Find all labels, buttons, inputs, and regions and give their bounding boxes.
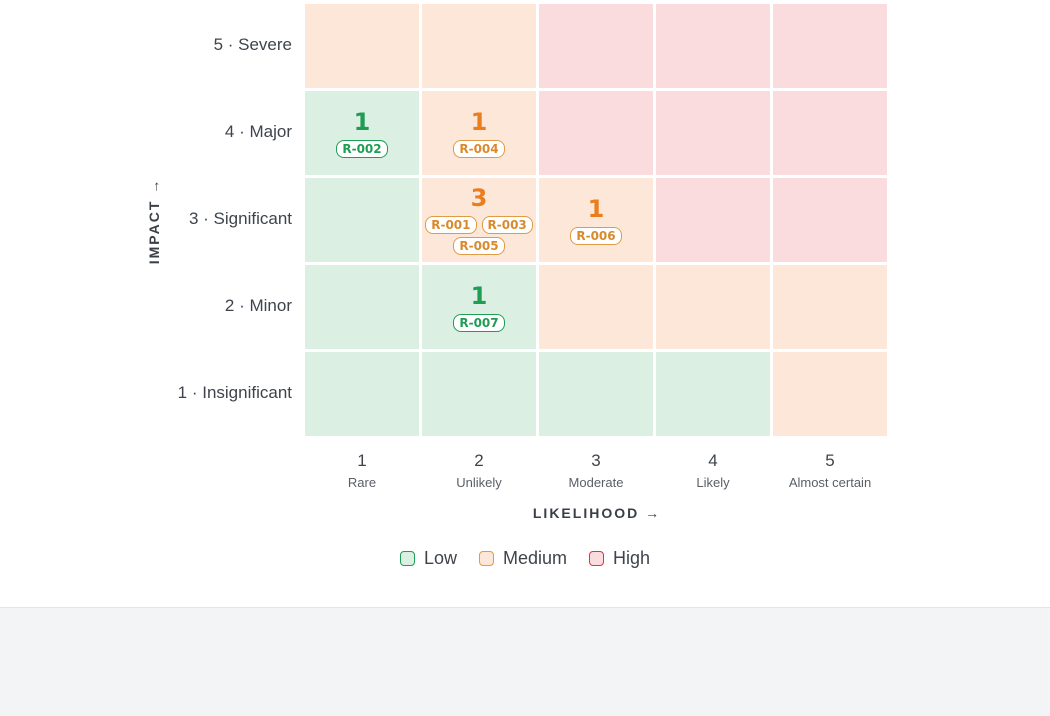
likelihood-value: 4 [708,451,718,470]
matrix-cell-impact-1-likelihood-3[interactable] [539,352,653,436]
risk-chip-list: R-001 R-003 R-005 [425,216,533,255]
matrix-cell-impact-3-likelihood-5[interactable] [773,178,887,262]
impact-label-2: 2 · Minor [224,296,292,315]
matrix-cell-impact-1-likelihood-2[interactable] [422,352,536,436]
likelihood-label-2: 2 Unlikely [421,451,537,492]
legend-swatch-low [399,551,415,566]
matrix-cell-impact-3-likelihood-2[interactable]: 3 R-001 R-003 R-005 [422,178,536,262]
risk-chip-list: R-006 [570,226,622,245]
likelihood-value: 5 [825,451,835,470]
cell-risk-group: 1 R-006 [539,178,653,262]
likelihood-axis-title: LIKELIHOOD → [532,505,662,521]
risk-chip-r-006[interactable]: R-006 [570,226,622,245]
matrix-cell-impact-5-likelihood-3[interactable] [539,4,653,88]
matrix-cell-impact-5-likelihood-2[interactable] [422,4,536,88]
likelihood-name: Likely [696,475,730,490]
matrix-cell-impact-1-likelihood-1[interactable] [305,352,419,436]
matrix-cell-impact-3-likelihood-4[interactable] [656,178,770,262]
legend-item-low: Low [399,548,457,569]
legend-swatch-medium [478,551,494,566]
risk-chip-list: R-002 [336,139,388,158]
legend-label-low: Low [423,548,457,568]
risk-chip-r-004[interactable]: R-004 [453,139,505,158]
matrix-cell-impact-4-likelihood-4[interactable] [656,91,770,175]
matrix-cell-impact-2-likelihood-1[interactable] [305,265,419,349]
likelihood-name: Unlikely [456,475,502,490]
matrix-cell-impact-4-likelihood-3[interactable] [539,91,653,175]
risk-count: 3 [470,184,488,212]
risk-matrix-card: 1 R-002 1 R-004 3 R-001 R-003 R-005 1 R-006 1 R-007… [0,4,1050,569]
matrix-cell-impact-3-likelihood-3[interactable]: 1 R-006 [539,178,653,262]
matrix-cell-impact-2-likelihood-2[interactable]: 1 R-007 [422,265,536,349]
likelihood-value: 1 [357,451,367,470]
risk-chip-list: R-004 [453,139,505,158]
likelihood-label-1: 1 Rare [304,451,420,492]
cell-risk-group: 1 R-004 [422,91,536,175]
likelihood-value: 3 [591,451,601,470]
impact-label-3: 3 · Significant [189,209,292,228]
legend-label-medium: Medium [502,548,568,568]
risk-chip-r-003[interactable]: R-003 [481,216,533,234]
likelihood-name: Rare [347,475,377,490]
likelihood-label-3: 3 Moderate [538,451,654,492]
likelihood-name: Almost certain [788,475,872,490]
risk-chip-list: R-007 [453,313,505,332]
matrix-cell-impact-5-likelihood-4[interactable] [656,4,770,88]
likelihood-label-5: 5 Almost certain [772,451,888,492]
cell-risk-group: 3 R-001 R-003 R-005 [422,178,536,262]
impact-axis-title: IMPACT → [146,177,162,265]
likelihood-name: Moderate [568,475,624,490]
legend-item-medium: Medium [478,548,568,569]
impact-label-1: 1 · Insignificant [177,383,292,402]
risk-count: 1 [470,107,488,136]
matrix-cell-impact-2-likelihood-3[interactable] [539,265,653,349]
risk-matrix-grid: 1 R-002 1 R-004 3 R-001 R-003 R-005 1 R-006 1 R-007 [305,4,889,438]
matrix-cell-impact-4-likelihood-1[interactable]: 1 R-002 [305,91,419,175]
cell-risk-group: 1 R-007 [422,265,536,349]
matrix-cell-impact-2-likelihood-5[interactable] [773,265,887,349]
matrix-cell-impact-5-likelihood-5[interactable] [773,4,887,88]
matrix-cell-impact-1-likelihood-4[interactable] [656,352,770,436]
matrix-cell-impact-5-likelihood-1[interactable] [305,4,419,88]
risk-count: 1 [353,107,371,136]
matrix-cell-impact-4-likelihood-2[interactable]: 1 R-004 [422,91,536,175]
risk-chip-r-005[interactable]: R-005 [453,237,505,255]
matrix-cell-impact-2-likelihood-4[interactable] [656,265,770,349]
matrix-cell-impact-1-likelihood-5[interactable] [773,352,887,436]
impact-label-5: 5 · Severe [213,35,292,54]
legend: Low Medium High [0,548,1050,569]
cell-risk-group: 1 R-002 [305,91,419,175]
matrix-cell-impact-4-likelihood-5[interactable] [773,91,887,175]
impact-label-4: 4 · Major [224,122,292,141]
likelihood-label-4: 4 Likely [655,451,771,492]
risk-count: 1 [587,194,605,223]
risk-chip-r-007[interactable]: R-007 [453,313,505,332]
legend-swatch-high [589,551,605,566]
risk-chip-r-002[interactable]: R-002 [336,139,388,158]
legend-label-high: High [613,548,651,568]
legend-item-high: High [589,548,650,569]
page-footer-area [0,607,1050,716]
likelihood-value: 2 [474,451,484,470]
risk-count: 1 [470,281,488,310]
risk-chip-r-001[interactable]: R-001 [425,216,477,234]
matrix-cell-impact-3-likelihood-1[interactable] [305,178,419,262]
